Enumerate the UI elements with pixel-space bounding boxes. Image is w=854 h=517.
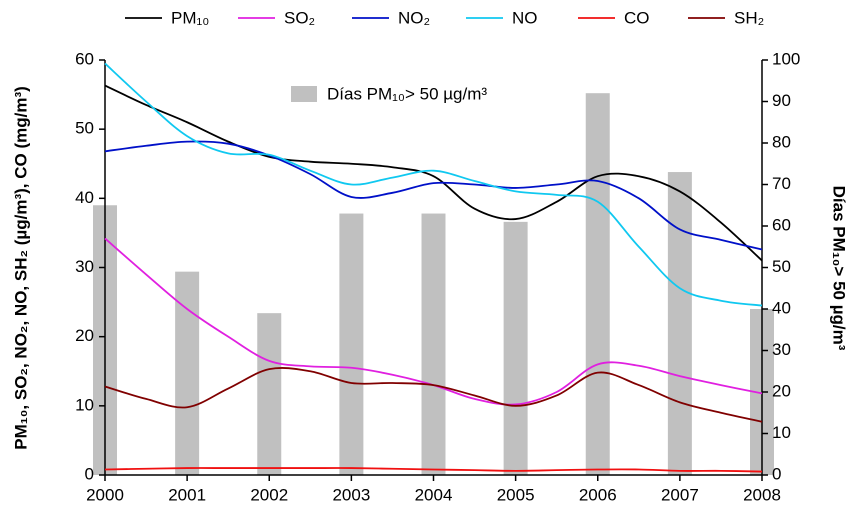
y2-tick-label: 30 — [772, 340, 791, 359]
x-tick-label: 2005 — [497, 485, 535, 504]
y-tick-label: 30 — [75, 257, 94, 276]
y2-tick-label: 50 — [772, 257, 791, 276]
y2-tick-label: 20 — [772, 381, 791, 400]
y-tick-label: 40 — [75, 188, 94, 207]
legend-swatch — [291, 86, 317, 102]
y2-tick-label: 70 — [772, 174, 791, 193]
legend-label: PM₁₀ — [171, 8, 209, 27]
x-tick-label: 2007 — [661, 485, 699, 504]
y-tick-label: 10 — [75, 395, 94, 414]
bar — [503, 221, 528, 475]
line — [104, 84, 763, 262]
bar — [585, 93, 610, 475]
line — [104, 62, 763, 307]
line — [104, 140, 763, 251]
y-tick-label: 20 — [75, 326, 94, 345]
y2-tick-label: 0 — [772, 464, 781, 483]
x-tick-label: 2000 — [86, 485, 124, 504]
y2-tick-label: 40 — [772, 298, 791, 317]
legend-label: NO₂ — [398, 8, 430, 27]
bar — [175, 271, 200, 475]
y2-axis-label: Días PM₁₀> 50 µg/m³ — [830, 186, 849, 351]
y2-tick-label: 60 — [772, 215, 791, 234]
line — [104, 467, 763, 473]
y2-tick-label: 100 — [772, 49, 800, 68]
legend-label: SH₂ — [734, 8, 764, 27]
y-tick-label: 60 — [75, 49, 94, 68]
x-tick-label: 2002 — [250, 485, 288, 504]
y2-tick-label: 90 — [772, 91, 791, 110]
legend-label: Días PM₁₀> 50 µg/m³ — [327, 84, 487, 103]
bar — [421, 213, 446, 476]
x-tick-label: 2004 — [415, 485, 453, 504]
line — [104, 367, 763, 423]
y-axis-label: PM₁₀, SO₂, NO₂, NO, SH₂ (µg/m³), CO (mg/… — [11, 86, 30, 450]
legend-label: CO — [624, 8, 650, 27]
x-tick-label: 2006 — [579, 485, 617, 504]
bar — [257, 313, 282, 475]
y-tick-label: 0 — [85, 464, 94, 483]
bar — [667, 172, 692, 476]
legend-label: NO — [512, 8, 538, 27]
x-tick-label: 2001 — [168, 485, 206, 504]
y2-tick-label: 80 — [772, 132, 791, 151]
x-tick-label: 2008 — [743, 485, 781, 504]
bar — [339, 213, 364, 476]
x-tick-label: 2003 — [332, 485, 370, 504]
y2-tick-label: 10 — [772, 423, 791, 442]
y-tick-label: 50 — [75, 119, 94, 138]
legend-label: SO₂ — [284, 8, 315, 27]
